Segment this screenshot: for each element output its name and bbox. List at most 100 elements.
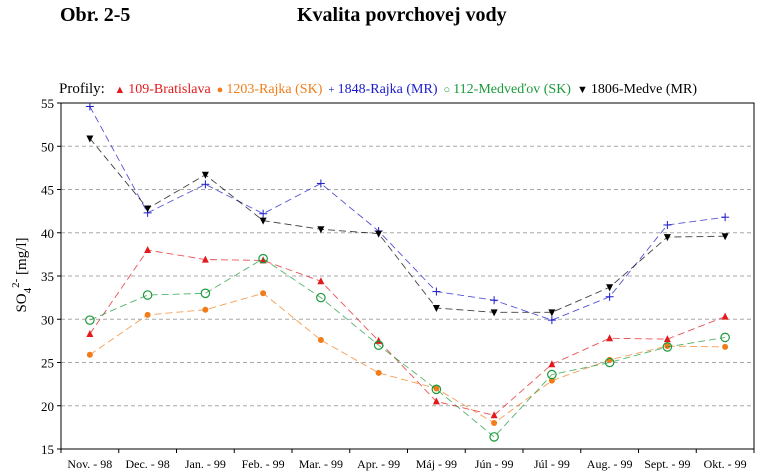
y-label-unit: [mg/l] [14,237,30,278]
legend-label: 109-Bratislava [128,82,211,97]
x-tick-label: Okt. - 99 [704,457,747,471]
data-point [663,234,671,242]
x-tick-label: Nov. - 98 [67,457,112,471]
x-tick-label: Apr. - 99 [357,457,400,471]
data-point [375,369,382,376]
y-tick-label: 15 [41,442,54,457]
data-point [260,290,267,297]
data-point [548,360,556,368]
gridlines [61,145,754,407]
data-point [144,246,152,254]
x-tick-label: Feb. - 99 [242,457,285,471]
y-tick-label: 55 [41,96,54,111]
data-point [317,226,325,234]
data-point [606,284,614,292]
data-point [86,351,93,358]
legend-marker: + [328,84,335,96]
legend-item: +1848-Rajka (MR) [328,82,437,97]
data-point [490,309,498,317]
data-point [432,287,441,296]
legend-label: 1806-Medve (MR) [590,82,698,97]
series-1 [86,290,729,427]
data-point [431,384,442,395]
data-point [491,420,498,427]
data-point [201,171,209,179]
data-point [375,230,383,238]
data-point [548,309,556,317]
legend-marker: ▼ [576,84,588,96]
series-group [85,102,730,442]
data-point [259,217,267,225]
data-point [605,292,614,301]
data-point [259,209,268,218]
data-point [606,334,614,342]
series-line [89,292,726,424]
chart-legend: Profily: ▲ 109-Bratislava ● 1203-Rajka (SK)… [59,81,697,98]
legend-item: ▲ 109-Bratislava [114,82,210,97]
data-point [373,340,384,350]
data-point [85,102,94,111]
series-line [89,258,726,438]
y-tick-label: 30 [41,312,54,327]
data-point [721,233,729,241]
data-point [86,329,94,337]
x-tick-label: Jan. - 99 [185,457,226,471]
series-0 [86,246,729,419]
data-point [663,335,671,343]
series-line [89,138,726,313]
legend-marker: ○ [443,84,451,96]
data-point [547,316,556,325]
y-tick-label: 40 [41,226,54,241]
legend-lead: Profily: [59,81,105,97]
data-point [490,411,498,419]
y-label-sup: 2- [10,278,22,288]
x-tick-label: Dec. - 98 [125,457,169,471]
data-point [604,357,615,368]
legend-item: ▼ 1806-Medve (MR) [577,82,697,97]
y-tick-label: 20 [41,399,54,414]
data-point [316,292,326,303]
series-line [89,106,726,321]
data-point [721,213,730,222]
legend-items: ▲ 109-Bratislava ● 1203-Rajka (SK) +1848-Raj… [108,82,697,97]
data-point [144,311,151,318]
data-point [142,290,153,300]
data-point [317,337,324,344]
data-point [432,397,440,405]
y-tick-label: 35 [41,269,54,284]
chart-title: Kvalita povrchovej vody [297,4,507,26]
data-point [432,305,440,313]
data-point [722,343,729,350]
x-tick-label: Júl - 99 [534,457,570,471]
x-tick-label: Sept. - 99 [644,457,690,471]
data-point [316,179,325,188]
data-point [489,432,499,442]
data-point [547,369,557,380]
series-4 [86,135,729,317]
y-axis-ticks: 15 20 25 30 35 40 45 50 55 [41,96,61,457]
y-label-sub: 4 [22,287,34,293]
data-point [201,180,210,189]
legend-item: ● 1203-Rajka (SK) [217,82,323,97]
x-tick-label: Jún - 99 [475,457,514,471]
data-point [720,332,730,343]
data-point [721,312,729,320]
data-point [201,255,209,263]
data-point [433,385,440,392]
series-line [89,249,726,416]
data-point [144,205,152,213]
x-tick-label: Máj - 99 [416,457,457,471]
data-point [375,336,383,344]
data-point [258,253,268,264]
x-axis-ticks: Nov. - 98 Dec. - 98 Jan. - 99 Feb. - 99 Mar.… [60,449,755,471]
data-point [317,277,325,285]
legend-marker: ▲ [114,84,126,96]
y-tick-label: 50 [41,139,54,154]
figure-label: Obr. 2-5 [60,4,131,26]
series-2 [85,102,730,325]
y-tick-label: 45 [41,183,54,198]
x-tick-label: Aug. - 99 [587,457,633,471]
data-point [663,220,672,229]
legend-item: ○ 112-Medveďov (SK) [444,82,571,97]
